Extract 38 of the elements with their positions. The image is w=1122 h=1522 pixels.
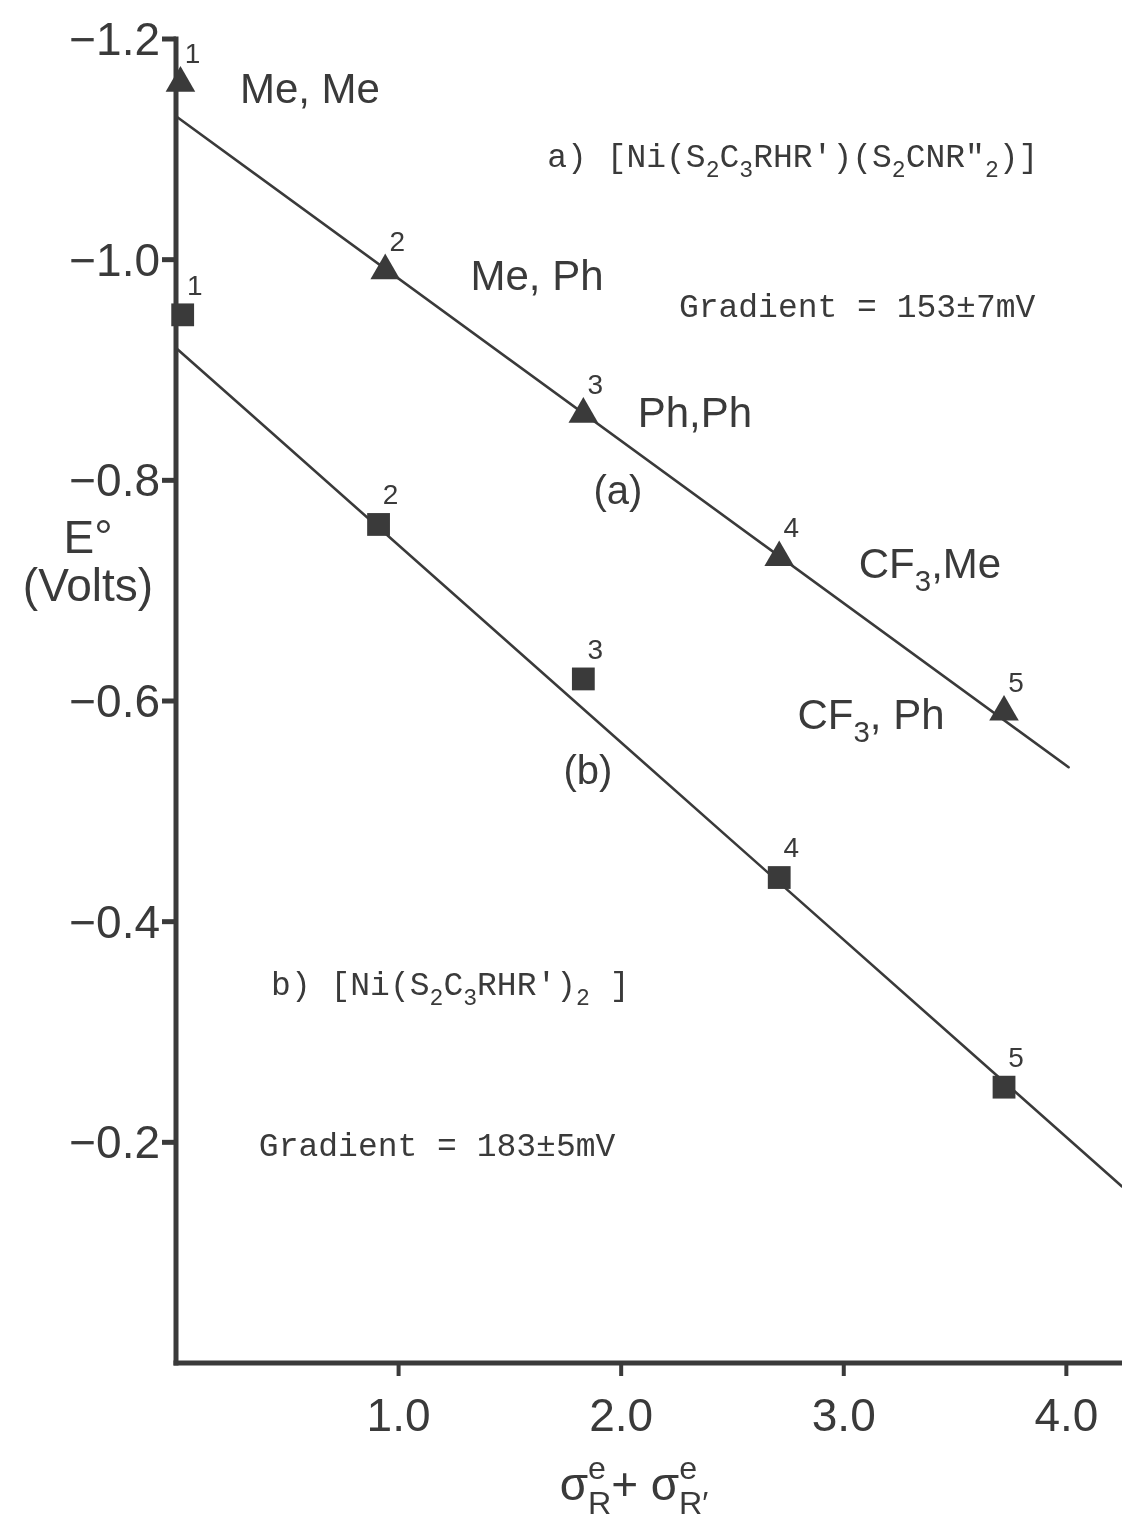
y-tick-label: −0.8: [69, 454, 160, 507]
annotation: b) [Ni(S$_{2}$C$_{3}$RHR′)$_{2}$ ]: [271, 967, 630, 1012]
annotation: CF$_{3}$, Ph: [797, 690, 945, 748]
annotation: (a): [593, 467, 643, 512]
x-tick-label: 2.0: [589, 1389, 654, 1441]
point: [571, 667, 595, 691]
annotation: 1: [184, 37, 201, 69]
point: [764, 540, 795, 567]
annotation: Me, Ph: [470, 251, 604, 299]
annotation: 4: [783, 832, 799, 864]
y-tick-label: −0.4: [69, 895, 160, 948]
annotation: Me, Me: [239, 64, 380, 112]
annotation: 3: [587, 633, 604, 665]
annotation: 5: [1008, 666, 1024, 698]
annotation: 2: [389, 225, 406, 257]
point: [992, 1075, 1016, 1099]
point: [767, 866, 791, 889]
y-tick-label: −0.2: [69, 1116, 160, 1169]
annotation: Gradient = 153±7mV: [678, 289, 1036, 327]
y-tick-label: −1.2: [69, 13, 160, 66]
annotation: Gradient = 183±5mV: [258, 1129, 616, 1167]
annotation: 2: [382, 479, 399, 511]
annotation: CF$_{3}$,Me: [858, 539, 1002, 597]
annotation: 3: [587, 368, 604, 400]
y-axis-title: E° (Volts): [22, 510, 154, 611]
annotation: 4: [783, 512, 799, 544]
annotation: 5: [1008, 1041, 1024, 1073]
point: [568, 397, 599, 423]
annotation: (b): [563, 747, 613, 792]
y-tick-label: −0.6: [69, 675, 160, 728]
annotation: 1: [186, 269, 203, 301]
annotation: Ph,Ph: [637, 388, 753, 436]
x-tick-label: 4.0: [1034, 1389, 1099, 1441]
x-tick-label: 3.0: [811, 1389, 876, 1441]
point: [370, 253, 401, 280]
text: a) [Ni(S$_{2}$C$_{3}$RHR′)(S$_{2}$CNR″$_{2}$)]: [547, 140, 1039, 184]
y-tick-label: −1.0: [69, 233, 160, 286]
x-tick-label: 1.0: [366, 1389, 431, 1441]
